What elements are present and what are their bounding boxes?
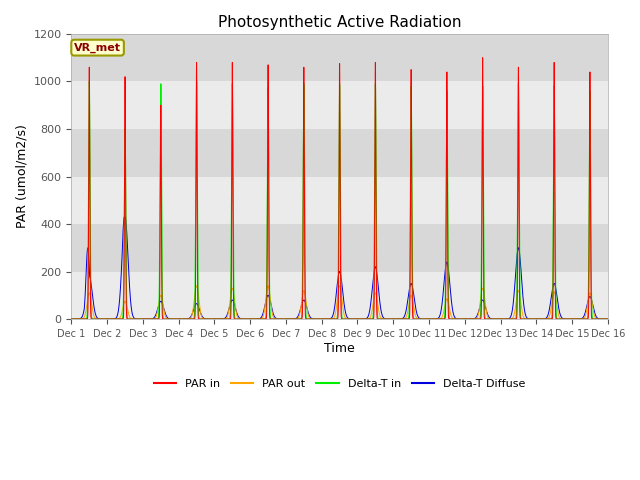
X-axis label: Time: Time xyxy=(324,342,355,355)
Bar xyxy=(72,272,608,319)
Legend: PAR in, PAR out, Delta-T in, Delta-T Diffuse: PAR in, PAR out, Delta-T in, Delta-T Dif… xyxy=(149,374,530,393)
Y-axis label: PAR (umol/m2/s): PAR (umol/m2/s) xyxy=(15,125,28,228)
Bar xyxy=(72,34,608,82)
Text: VR_met: VR_met xyxy=(74,43,121,53)
Bar xyxy=(72,129,608,177)
Bar xyxy=(72,177,608,224)
Bar xyxy=(72,224,608,272)
Title: Photosynthetic Active Radiation: Photosynthetic Active Radiation xyxy=(218,15,461,30)
Bar xyxy=(72,82,608,129)
